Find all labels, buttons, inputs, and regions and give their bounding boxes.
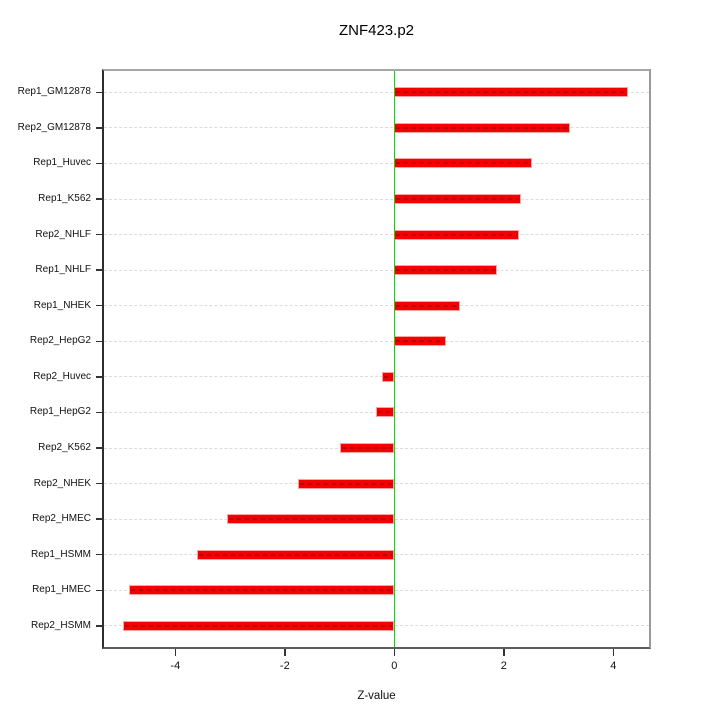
x-axis-tick-label: 2 <box>500 660 507 672</box>
bar-dash-pattern <box>342 447 393 449</box>
bar <box>340 443 395 453</box>
gridline <box>104 269 649 271</box>
y-axis-tick <box>96 233 103 236</box>
gridline <box>104 198 649 200</box>
gridline <box>104 162 649 164</box>
chart-title: ZNF423.p2 <box>338 22 415 39</box>
y-axis-tick <box>96 91 103 94</box>
y-axis-tick <box>96 553 103 556</box>
y-axis-tick-label: Rep2_K562 <box>38 442 91 453</box>
bar-dash-pattern <box>378 411 393 414</box>
x-axis-tick <box>393 649 396 656</box>
gridline <box>104 234 649 236</box>
x-axis-title: Z-value <box>357 690 396 702</box>
bar <box>196 549 395 560</box>
y-axis-tick-label: Rep1_HMEC <box>32 584 91 596</box>
bar-dash-pattern <box>198 553 393 556</box>
bar <box>394 229 520 240</box>
bar-dash-pattern <box>396 233 518 236</box>
bar <box>298 478 395 489</box>
y-axis-tick-label: Rep1_GM12878 <box>17 86 91 98</box>
gridline <box>104 91 649 93</box>
y-axis-tick-label: Rep1_NHLF <box>35 264 91 276</box>
bar-dash-pattern <box>396 198 519 200</box>
x-axis-tick-label: -4 <box>170 660 181 672</box>
bar-dash-pattern <box>396 162 530 165</box>
gridline <box>104 305 649 307</box>
y-axis-tick <box>96 198 103 200</box>
y-axis-tick-label: Rep2_NHEK <box>33 477 91 489</box>
plot-area <box>102 69 651 649</box>
y-axis-tick <box>96 162 103 165</box>
y-axis-tick <box>96 340 103 343</box>
y-axis-tick-label: Rep2_NHLF <box>35 228 91 240</box>
bar <box>123 620 395 631</box>
bar-dash-pattern <box>396 304 458 307</box>
bar-dash-pattern <box>131 589 393 592</box>
y-axis-tick-label: Rep1_HSMM <box>30 548 91 560</box>
bar <box>394 158 532 169</box>
bar <box>376 407 395 418</box>
bar-dash-pattern <box>396 91 626 94</box>
bar-dash-pattern <box>396 126 569 129</box>
x-axis-tick <box>174 649 177 656</box>
y-axis-tick-label: Rep1_K562 <box>38 193 91 204</box>
x-axis-tick <box>612 649 615 656</box>
y-axis-tick <box>96 518 103 520</box>
y-axis-tick <box>96 376 103 378</box>
bar-dash-pattern <box>396 340 444 343</box>
x-axis-tick-label: 4 <box>610 660 617 672</box>
bar <box>394 300 460 311</box>
gridline <box>104 376 649 378</box>
x-axis-tick-label: 0 <box>391 660 398 672</box>
gridline <box>104 127 649 129</box>
bar <box>394 87 628 98</box>
y-axis-tick-label: Rep2_Huvec <box>33 370 91 382</box>
bar-dash-pattern <box>300 482 393 485</box>
y-axis-tick <box>96 589 103 592</box>
y-axis-tick <box>96 625 103 627</box>
y-axis-tick <box>96 269 103 271</box>
y-axis-tick <box>96 447 103 449</box>
bar-dash-pattern <box>125 624 393 627</box>
bar <box>381 371 395 382</box>
bar <box>394 194 521 204</box>
bar <box>394 265 497 276</box>
x-axis-tick-label: -2 <box>279 660 290 672</box>
y-axis-tick <box>96 482 103 485</box>
bar-dash-pattern <box>228 518 393 521</box>
y-axis-tick-label: Rep1_Huvec <box>33 157 91 169</box>
bar <box>394 122 571 133</box>
bar-dash-pattern <box>383 375 393 378</box>
bar <box>129 585 395 596</box>
y-axis-tick-label: Rep2_HepG2 <box>29 335 91 347</box>
y-axis-tick <box>96 127 103 129</box>
y-axis-tick-label: Rep2_GM12878 <box>17 121 91 133</box>
zero-reference-line <box>393 71 396 647</box>
y-axis-tick-label: Rep1_HepG2 <box>29 406 91 418</box>
x-axis-tick <box>503 649 505 656</box>
gridline <box>104 340 649 342</box>
y-axis-tick <box>96 304 103 307</box>
y-axis-tick-label: Rep1_NHEK <box>33 299 91 311</box>
bar <box>226 514 395 525</box>
y-axis-tick-label: Rep2_HMEC <box>32 513 91 525</box>
y-axis-tick-label: Rep2_HSMM <box>30 619 91 631</box>
y-axis-tick <box>96 411 103 414</box>
x-axis-tick <box>284 649 286 656</box>
bar <box>394 336 446 347</box>
bar-dash-pattern <box>396 269 495 272</box>
